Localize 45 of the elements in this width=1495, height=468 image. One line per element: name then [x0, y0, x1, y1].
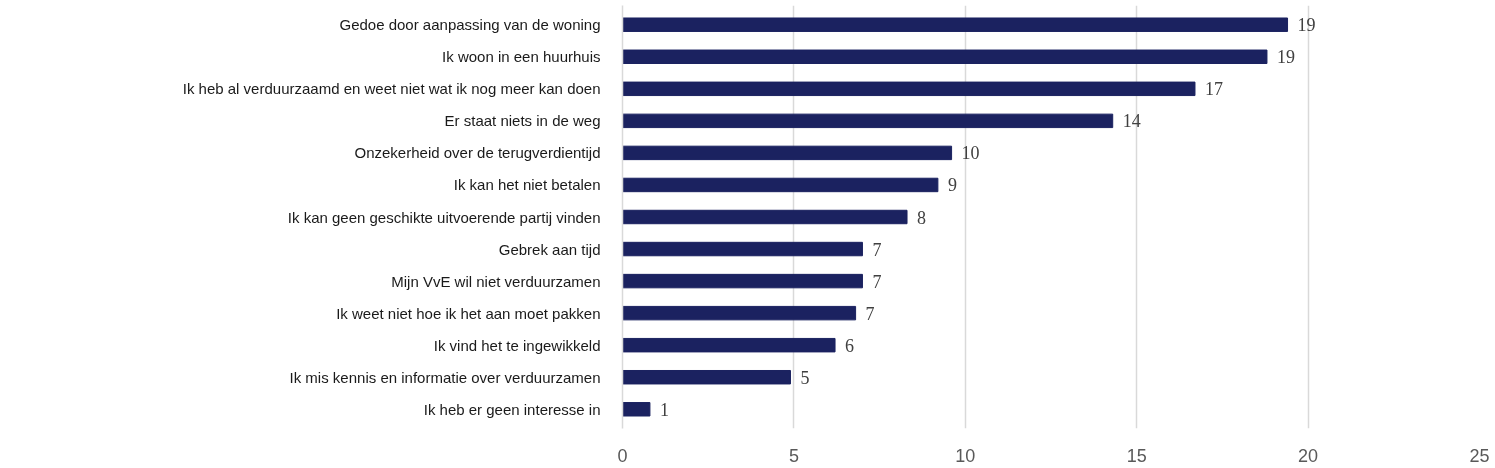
bar [622, 305, 857, 321]
bar [622, 113, 1114, 129]
bar [622, 402, 651, 417]
y-tick-label: Ik vind het te ingewikkeld [433, 336, 601, 354]
y-tick-label: Gebrek aan tijd [498, 240, 601, 258]
bar [622, 49, 1268, 64]
data-label: 9 [947, 175, 957, 196]
data-label: 17 [1204, 79, 1223, 100]
data-label: 7 [865, 303, 875, 324]
bar [622, 81, 1196, 97]
x-tick-label: 25 [1469, 445, 1490, 466]
y-tick-label: Gedoe door aanpassing van de woning [339, 16, 601, 34]
bar [622, 209, 908, 225]
data-label: 6 [845, 335, 855, 356]
data-label: 19 [1276, 47, 1295, 68]
y-tick-label: Onzekerheid over de terugverdientijd [354, 144, 601, 162]
data-label: 7 [872, 239, 882, 260]
bar [622, 177, 939, 193]
y-tick-label: Er staat niets in de weg [444, 112, 601, 130]
y-tick-label: Ik woon in een huurhuis [442, 48, 601, 66]
data-label: 10 [961, 143, 980, 164]
y-tick-label: Ik mis kennis en informatie over verduurzamen [289, 368, 601, 386]
bar [622, 241, 863, 257]
data-label: 8 [917, 207, 927, 228]
bar [622, 370, 791, 385]
y-tick-label: Mijn VvE wil niet verduurzamen [391, 272, 601, 290]
data-label: 14 [1122, 111, 1141, 132]
y-tick-label: Ik kan het niet betalen [453, 176, 601, 194]
data-label: 19 [1297, 15, 1316, 36]
data-label: 1 [659, 399, 669, 420]
y-tick-label: Ik kan geen geschikte uitvoerende partij vinden [287, 208, 601, 226]
bar [622, 273, 863, 289]
x-tick-label: 10 [955, 445, 976, 466]
x-tick-label: 0 [617, 445, 628, 466]
data-label: 7 [872, 271, 882, 292]
y-tick-label: Ik weet niet hoe ik het aan moet pakken [336, 304, 601, 322]
bar [622, 145, 953, 161]
bar [622, 337, 836, 353]
y-tick-label: Ik heb er geen interesse in [423, 400, 601, 418]
data-label: 5 [800, 367, 810, 388]
y-tick-label: Ik heb al verduurzaamd en weet niet wat ik nog meer kan doen [182, 80, 601, 98]
x-tick-label: 15 [1126, 445, 1147, 466]
bar [622, 17, 1289, 32]
x-tick-label: 5 [788, 445, 799, 466]
x-tick-label: 20 [1298, 445, 1319, 466]
